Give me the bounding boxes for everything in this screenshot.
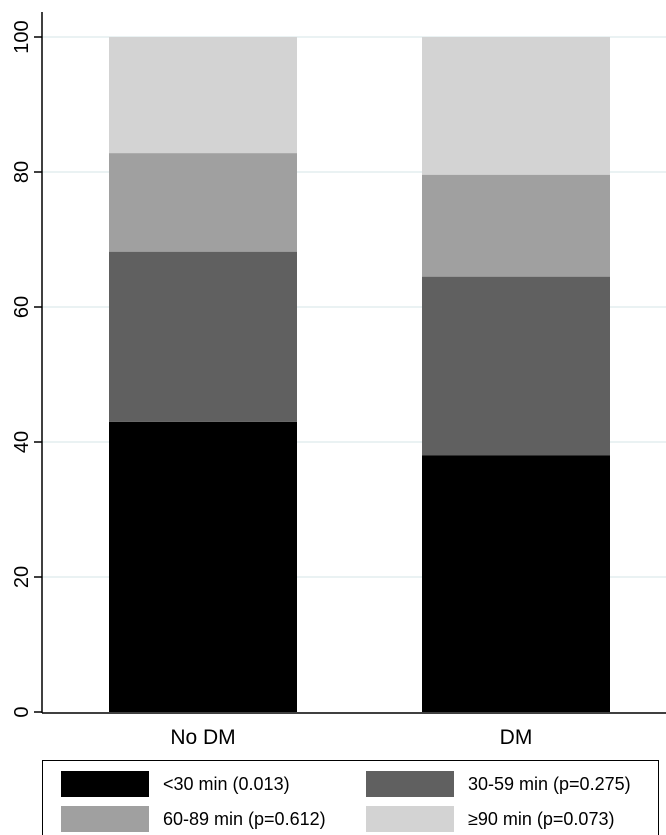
legend-label-30-59: 30-59 min (p=0.275) <box>468 773 631 794</box>
bar-segment <box>422 276 610 456</box>
legend-swatch-30-59 <box>366 771 454 797</box>
legend-item-60-89: 60-89 min (p=0.612) <box>61 805 326 833</box>
legend-label-60-89: 60-89 min (p=0.612) <box>163 808 326 829</box>
y-tick-label: 0 <box>11 706 33 717</box>
bar-segment <box>109 37 297 154</box>
x-tick-label: DM <box>500 726 533 749</box>
axes <box>41 12 666 714</box>
legend-item-30-59: 30-59 min (p=0.275) <box>366 770 631 798</box>
bar-segment <box>109 251 297 422</box>
y-tick-label: 40 <box>11 431 33 453</box>
legend-swatch-lt30 <box>61 771 149 797</box>
bars <box>109 37 610 712</box>
y-tick-label: 80 <box>11 161 33 183</box>
plot-area: 0 20 40 60 80 100 No DM DM <box>11 12 666 749</box>
y-tick-label: 20 <box>11 566 33 588</box>
legend-label-lt30: <30 min (0.013) <box>163 773 290 794</box>
legend-item-ge90: ≥90 min (p=0.073) <box>366 805 614 833</box>
bar-segment <box>109 153 297 252</box>
bar-segment <box>109 421 297 712</box>
legend: <30 min (0.013) 30-59 min (p=0.275) 60-8… <box>42 760 659 835</box>
bar-segment <box>422 455 610 712</box>
bar-segment <box>422 174 610 277</box>
x-ticks: No DM DM <box>170 726 532 749</box>
bar-segment <box>422 37 610 175</box>
y-ticks: 0 20 40 60 80 100 <box>11 20 42 718</box>
y-tick-label: 100 <box>11 20 33 53</box>
legend-swatch-ge90 <box>366 806 454 832</box>
legend-item-lt30: <30 min (0.013) <box>61 770 290 798</box>
y-tick-label: 60 <box>11 296 33 318</box>
legend-swatch-60-89 <box>61 806 149 832</box>
legend-label-ge90: ≥90 min (p=0.073) <box>468 808 615 829</box>
x-tick-label: No DM <box>170 726 235 749</box>
